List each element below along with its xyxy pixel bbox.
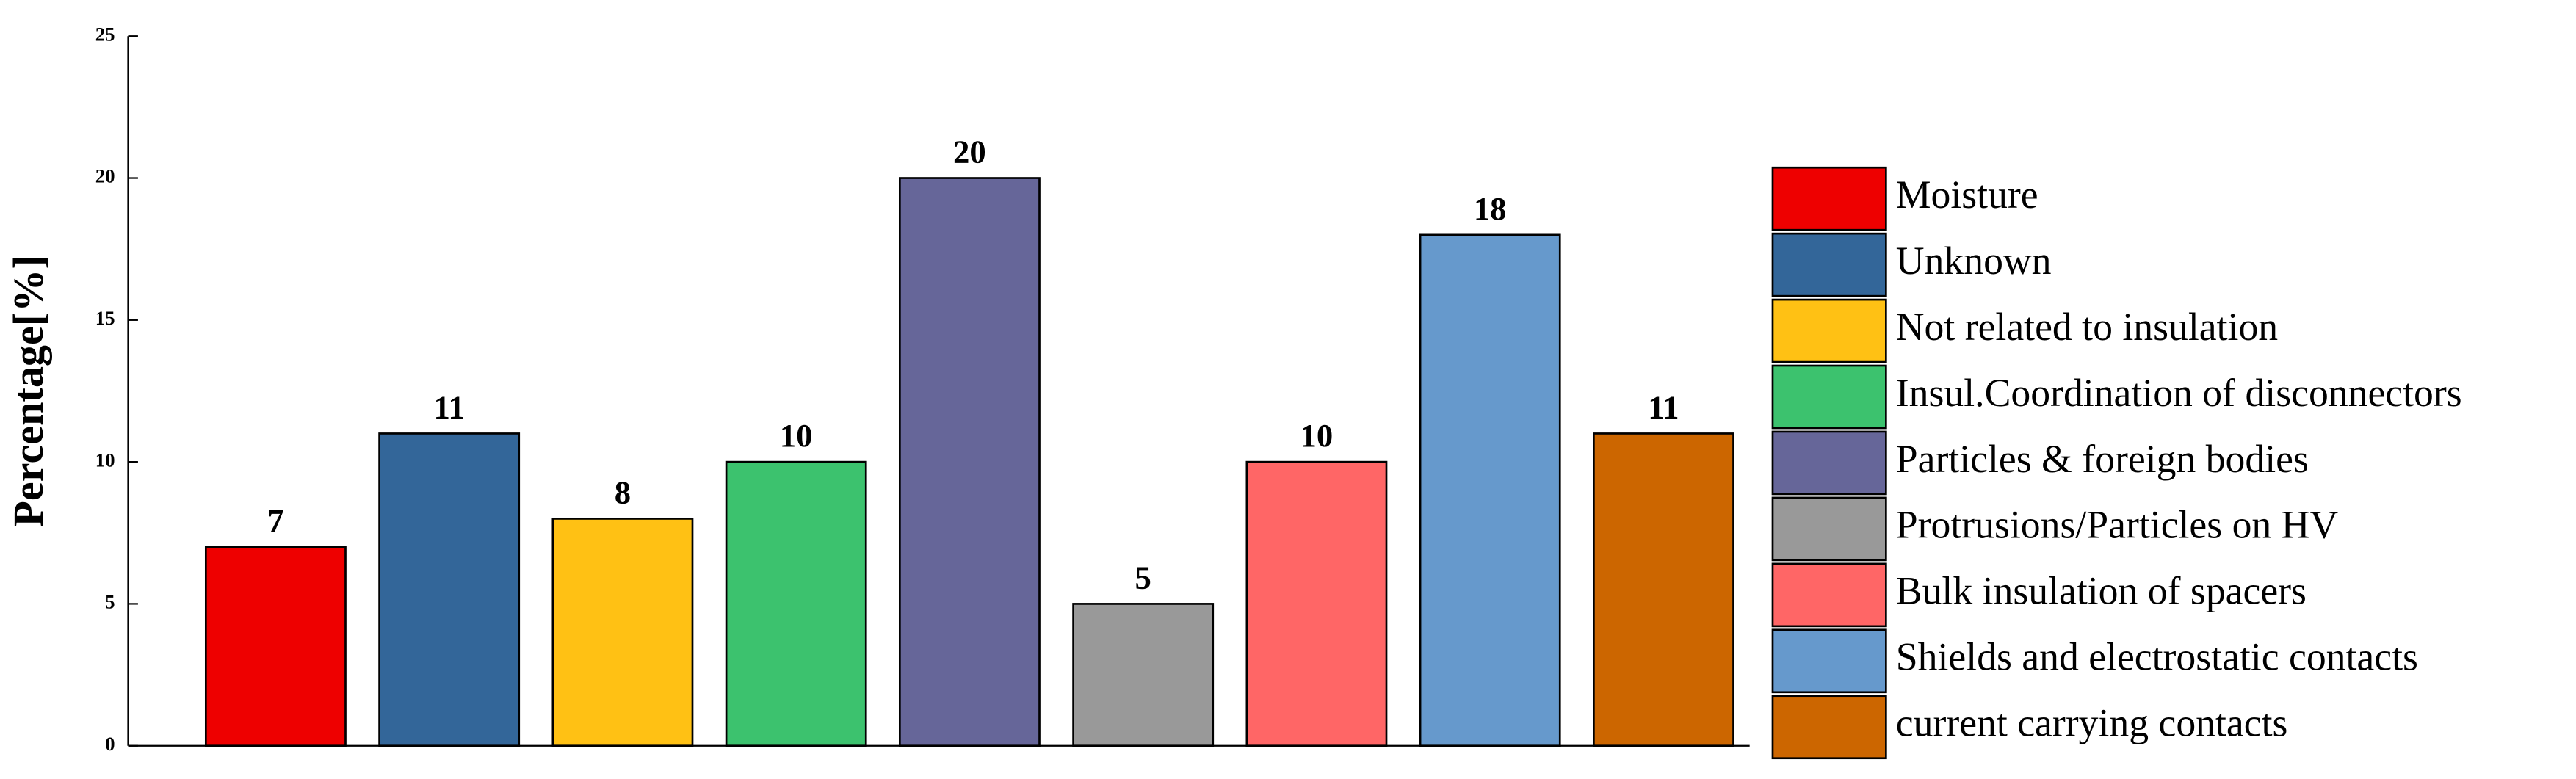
value-label: 10 <box>780 417 813 454</box>
legend-swatch <box>1771 298 1887 363</box>
legend-label: Protrusions/Particles on HV <box>1896 503 2339 547</box>
bar <box>378 432 521 747</box>
legend-label: Moisture <box>1896 173 2038 217</box>
legend-swatch <box>1771 430 1887 496</box>
bar <box>725 460 867 747</box>
bar <box>204 546 347 747</box>
legend-swatch <box>1771 232 1887 297</box>
y-tick-label: 25 <box>95 23 115 45</box>
legend-label: Unknown <box>1896 239 2052 283</box>
bar <box>1245 460 1388 747</box>
bar <box>1072 603 1215 747</box>
legend-label: Bulk insulation of spacers <box>1896 569 2307 613</box>
value-label: 11 <box>1648 388 1679 425</box>
value-label: 10 <box>1300 417 1334 454</box>
value-label: 20 <box>953 133 986 170</box>
legend-label: current carrying contacts <box>1896 701 2288 745</box>
legend-swatch <box>1771 562 1887 628</box>
legend-label: Shields and electrostatic contacts <box>1896 635 2418 679</box>
legend-swatch <box>1771 628 1887 694</box>
legend-swatch <box>1771 364 1887 430</box>
legend-label: Particles & foreign bodies <box>1896 437 2309 481</box>
legend-swatch <box>1771 695 1887 760</box>
legend-swatch <box>1771 496 1887 562</box>
bar <box>1593 432 1734 747</box>
value-label: 5 <box>1135 559 1151 595</box>
y-tick-label: 5 <box>105 591 115 613</box>
y-tick-label: 20 <box>95 165 115 187</box>
bar <box>551 518 694 747</box>
bar <box>1419 233 1561 747</box>
y-axis-label: Percentage[%] <box>4 255 52 526</box>
value-label: 7 <box>267 502 283 539</box>
value-label: 18 <box>1474 190 1507 227</box>
y-tick-label: 0 <box>105 733 115 755</box>
legend-swatch <box>1771 166 1887 231</box>
value-label: 8 <box>615 474 631 510</box>
legend-label: Insul.Coordination of disconnectors <box>1896 371 2462 415</box>
y-tick-label: 10 <box>95 449 115 471</box>
y-tick-label: 15 <box>95 307 115 329</box>
bar <box>898 177 1041 747</box>
value-label: 11 <box>434 388 465 425</box>
legend-label: Not related to insulation <box>1896 305 2279 349</box>
